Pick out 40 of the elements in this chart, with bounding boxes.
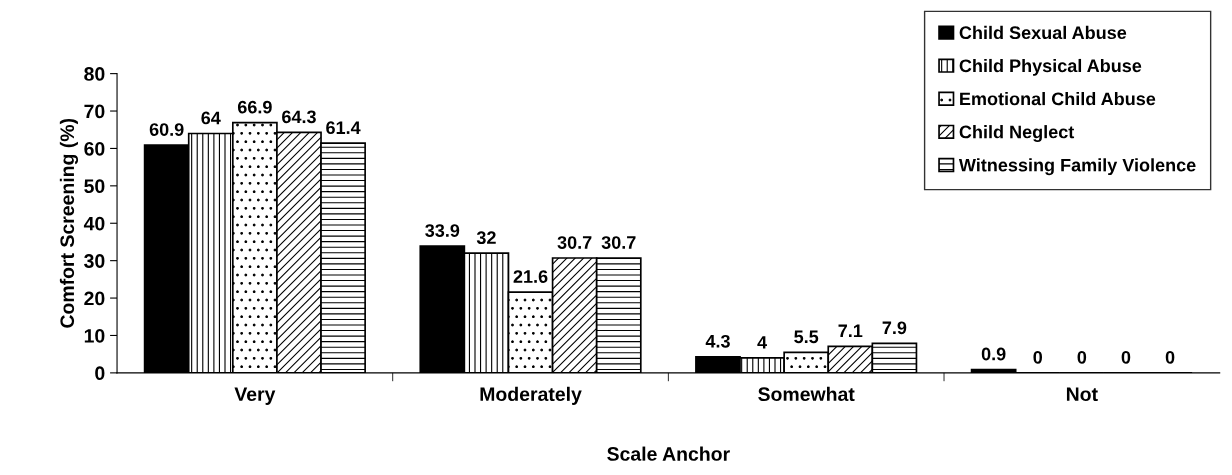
data-label: 30.7 <box>601 236 636 249</box>
legend-label: Child Neglect <box>959 125 1075 142</box>
legend-label: Child Sexual Abuse <box>959 25 1127 40</box>
y-axis-title: Comfort Screening (%) <box>59 118 79 328</box>
data-label: 64.3 <box>282 110 316 124</box>
y-tick-label: 70 <box>84 104 105 119</box>
y-tick-label: 0 <box>95 366 105 381</box>
legend-label: Emotional Child Abuse <box>960 92 1156 106</box>
data-label: 0 <box>1033 350 1043 364</box>
data-label: 7.1 <box>838 324 863 338</box>
data-label: 4 <box>757 336 768 349</box>
data-label: 30.7 <box>557 236 592 249</box>
y-tick-label: 60 <box>84 141 105 156</box>
y-tick-label: 10 <box>84 328 105 343</box>
y-tick-label: 40 <box>83 216 105 231</box>
y-tick-label: 50 <box>84 179 105 194</box>
data-label: 66.9 <box>237 100 272 114</box>
data-label: 60.9 <box>149 123 184 136</box>
x-tick-label: Very <box>234 387 276 405</box>
data-label: 4.3 <box>705 334 730 348</box>
data-label: 0 <box>1121 350 1131 364</box>
legend-label: Child Physical Abuse <box>959 58 1142 76</box>
data-label: 61.4 <box>326 121 361 135</box>
data-label: 32 <box>476 231 496 245</box>
y-tick-label: 20 <box>84 291 105 306</box>
data-label: 33.9 <box>425 224 460 237</box>
x-tick-label: Somewhat <box>758 386 855 402</box>
data-label: 0 <box>1165 350 1175 364</box>
y-tick-label: 80 <box>84 67 105 81</box>
x-tick-label: Not <box>1066 387 1098 402</box>
data-label: 7.9 <box>882 321 907 335</box>
x-tick-label: Moderately <box>480 386 582 405</box>
data-label: 0 <box>1077 350 1087 364</box>
x-axis-title: Scale Anchor <box>607 446 730 461</box>
data-label: 5.5 <box>794 330 819 344</box>
legend-label: Witnessing Family Violence <box>958 158 1196 176</box>
data-label: 21.6 <box>513 270 548 283</box>
data-label: 64 <box>201 111 221 125</box>
data-label: 0.9 <box>981 347 1006 361</box>
y-tick-label: 30 <box>84 254 105 268</box>
